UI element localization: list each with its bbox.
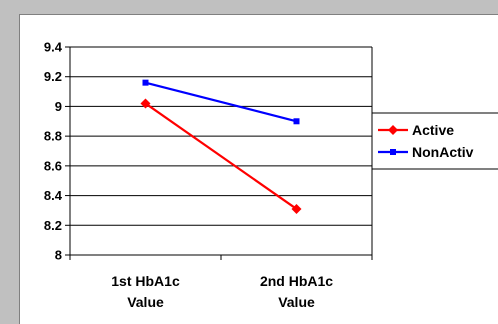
data-point-marker	[293, 118, 300, 125]
series-group	[140, 79, 302, 214]
data-point-marker	[291, 203, 302, 214]
x-axis-category-labels: 1st HbA1c Value 2nd HbA1c Value	[111, 273, 333, 310]
y-tick-label: 8.8	[44, 129, 62, 144]
x-category-label: 1st HbA1c	[111, 273, 180, 289]
x-category-label: Value	[278, 294, 315, 310]
legend: Active NonActiv	[371, 112, 498, 170]
chart-area: 8 8.2 8.4 8.6 8.8 9 9.2 9.4 1st HbA1c Value 2nd H…	[19, 14, 498, 324]
grid-lines	[70, 46, 372, 256]
data-point-marker	[142, 79, 149, 86]
legend-box	[371, 112, 498, 170]
x-category-label: Value	[127, 294, 164, 310]
data-point-marker	[140, 98, 151, 109]
data-point-marker	[390, 149, 396, 155]
line-chart: 8 8.2 8.4 8.6 8.8 9 9.2 9.4 1st HbA1c Value 2nd H…	[44, 40, 498, 310]
x-category-label: 2nd HbA1c	[260, 273, 333, 289]
legend-label: Active	[412, 122, 454, 138]
y-tick-label: 8.6	[44, 158, 62, 173]
data-point-marker	[388, 125, 398, 135]
series-line-nonactiv	[145, 81, 297, 123]
y-tick-label: 8.2	[44, 218, 62, 233]
legend-label: NonActiv	[412, 144, 474, 160]
y-axis-tick-labels: 8 8.2 8.4 8.6 8.8 9 9.2 9.4	[44, 40, 63, 263]
y-tick-label: 9.4	[44, 40, 63, 55]
y-tick-label: 9.2	[44, 69, 62, 84]
series-line-active	[144, 102, 298, 210]
y-tick-label: 8	[55, 248, 62, 263]
y-tick-label: 8.4	[44, 188, 63, 203]
y-tick-label: 9	[55, 99, 62, 114]
